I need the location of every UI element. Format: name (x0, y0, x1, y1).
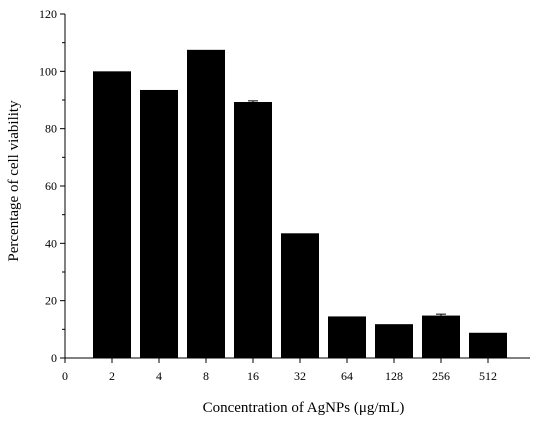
x-tick-label-zero: 0 (62, 369, 68, 383)
y-tick-label: 60 (45, 179, 57, 193)
bar (422, 315, 460, 358)
y-axis-title: Percentage of cell viability (6, 100, 22, 262)
x-tick-label: 8 (203, 369, 209, 383)
bar (93, 71, 131, 358)
y-ticks: 0 20 40 60 80 100 120 (39, 7, 65, 365)
y-tick-label: 100 (39, 64, 57, 78)
y-tick-label: 20 (45, 294, 57, 308)
x-axis-title: Concentration of AgNPs (μg/mL) (203, 400, 405, 416)
bar (281, 233, 319, 358)
bars (93, 49, 507, 358)
x-tick-label: 32 (294, 369, 306, 383)
y-tick-label: 120 (39, 7, 57, 21)
x-ticks: 2 4 8 16 32 64 128 256 512 (64, 358, 497, 383)
bar (140, 89, 178, 358)
x-tick-label: 2 (109, 369, 115, 383)
bar (187, 49, 225, 358)
x-tick-label: 16 (247, 369, 259, 383)
x-tick-label: 64 (341, 369, 353, 383)
x-tick-label: 256 (432, 369, 450, 383)
bar (469, 332, 507, 358)
bar (234, 102, 272, 358)
y-tick-label: 80 (45, 122, 57, 136)
bar (375, 324, 413, 358)
y-tick-label: 0 (51, 351, 57, 365)
y-tick-label: 40 (45, 236, 57, 250)
x-tick-label: 4 (156, 369, 162, 383)
bar (328, 316, 366, 358)
x-tick-label: 512 (479, 369, 497, 383)
x-tick-label: 128 (385, 369, 403, 383)
